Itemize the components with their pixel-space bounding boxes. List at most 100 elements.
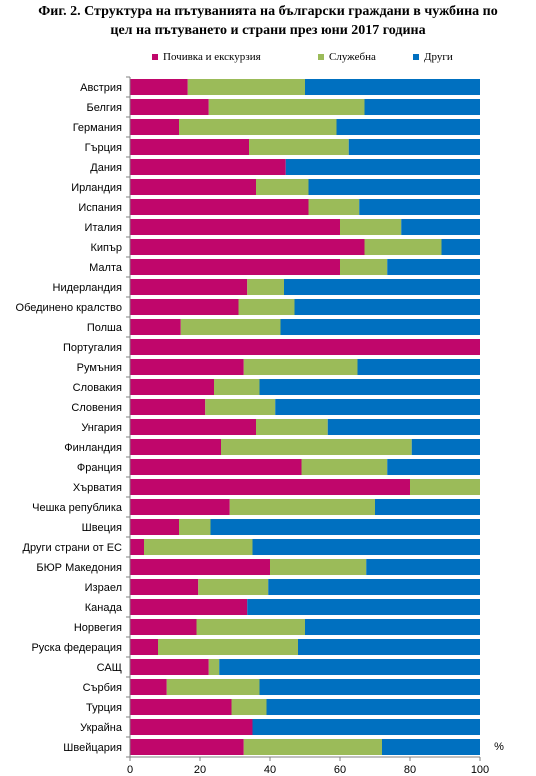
bar-segment-2-17 [205, 399, 276, 415]
category-label: Австрия [80, 82, 122, 94]
category-label: Финландия [64, 442, 122, 454]
bar-segment-3-13 [280, 319, 480, 335]
bar-segment-2-4 [249, 139, 349, 155]
bar-segment-3-4 [348, 139, 480, 155]
category-label: Дания [90, 162, 122, 174]
category-label: Обединено кралство [16, 302, 122, 314]
legend-swatch-other [413, 54, 419, 60]
bar-segment-3-5 [285, 159, 480, 175]
bar-segment-2-8 [340, 219, 402, 235]
bar-segment-1-30 [130, 659, 209, 675]
bar-segment-1-32 [130, 699, 232, 715]
bar-segment-3-20 [387, 459, 480, 475]
bar-segment-2-2 [208, 99, 365, 115]
bar-segment-2-9 [364, 239, 442, 255]
bar-segment-3-1 [305, 79, 480, 95]
bar-segment-1-28 [130, 619, 197, 635]
legend-item-business: Служебна [318, 51, 376, 63]
bar-segment-1-12 [130, 299, 239, 315]
bar-segment-3-34 [382, 739, 480, 755]
bar-segment-2-18 [256, 419, 328, 435]
bar-segment-3-19 [411, 439, 480, 455]
category-label: САЩ [97, 662, 122, 674]
bar-segment-2-22 [229, 499, 375, 515]
category-label: Руска федерация [31, 642, 122, 654]
legend-item-vacation: Почивка и екскурзия [152, 51, 261, 63]
bar-segment-1-20 [130, 459, 302, 475]
x-tick-label: 100 [471, 764, 489, 776]
bar-segment-1-7 [130, 199, 309, 215]
bar-segment-1-33 [130, 719, 253, 735]
bar-segment-1-1 [130, 79, 188, 95]
bar-segment-2-15 [243, 359, 358, 375]
bar-segment-2-24 [144, 539, 253, 555]
category-label: Словакия [73, 382, 122, 394]
bar-segment-2-29 [158, 639, 298, 655]
bar-segment-2-21 [410, 479, 480, 495]
bar-segment-1-18 [130, 419, 256, 435]
bar-segment-1-4 [130, 139, 249, 155]
category-label: Швеция [82, 522, 122, 534]
bar-segment-3-24 [252, 539, 480, 555]
bar-segment-3-17 [275, 399, 480, 415]
x-unit-label: % [494, 741, 504, 753]
x-tick-label: 40 [264, 764, 276, 776]
bar-segment-2-6 [256, 179, 309, 195]
bar-segment-1-10 [130, 259, 340, 275]
x-tick-label: 60 [334, 764, 346, 776]
bar-segment-2-19 [221, 439, 412, 455]
bar-segment-3-30 [219, 659, 480, 675]
chart-title: Фиг. 2. Структура на пътуванията на бълг… [0, 2, 536, 40]
category-label: Румъния [77, 362, 122, 374]
category-label: БЮР Македония [36, 562, 122, 574]
bar-segment-3-29 [298, 639, 480, 655]
chart-title-line-1: Фиг. 2. Структура на пътуванията на бълг… [38, 4, 498, 19]
category-label: Германия [73, 122, 122, 134]
bar-segment-1-8 [130, 219, 340, 235]
bar-segment-2-7 [308, 199, 360, 215]
bar-segment-3-32 [266, 699, 480, 715]
bar-segment-2-23 [179, 519, 211, 535]
bar-segment-3-12 [294, 299, 480, 315]
bar-segment-1-6 [130, 179, 256, 195]
category-label: Испания [78, 202, 122, 214]
bar-segment-2-1 [187, 79, 305, 95]
category-label: Малта [89, 262, 123, 274]
category-label: Гърция [85, 142, 122, 154]
bar-segment-1-29 [130, 639, 158, 655]
bar-segment-3-23 [210, 519, 480, 535]
bar-segment-3-3 [336, 119, 480, 135]
bar-segment-2-26 [198, 579, 269, 595]
bar-segment-1-26 [130, 579, 199, 595]
bar-segment-1-27 [130, 599, 248, 615]
bar-segment-1-3 [130, 119, 179, 135]
category-label: Нидерландия [53, 282, 123, 294]
category-label: Италия [85, 222, 123, 234]
legend-swatch-vacation [152, 54, 158, 60]
bar-segment-1-31 [130, 679, 167, 695]
bar-segment-3-28 [305, 619, 480, 635]
category-label: Франция [77, 462, 122, 474]
bar-segment-1-21 [130, 479, 410, 495]
chart-title-line-2: цел на пътуването и страни през юни 2017… [110, 23, 426, 38]
category-label: Белгия [86, 102, 122, 114]
x-tick-label: 0 [127, 764, 133, 776]
bar-segment-3-18 [327, 419, 480, 435]
legend-label-business: Служебна [329, 51, 376, 63]
bar-segment-2-10 [340, 259, 388, 275]
bar-segment-3-22 [375, 499, 480, 515]
bar-segment-3-6 [308, 179, 480, 195]
category-label: Чешка република [32, 502, 123, 514]
bar-segment-2-12 [238, 299, 295, 315]
bar-segment-3-9 [441, 239, 480, 255]
category-label: Словения [71, 402, 122, 414]
bar-segment-1-19 [130, 439, 221, 455]
bar-segment-1-22 [130, 499, 230, 515]
bar-segment-3-10 [387, 259, 480, 275]
labels-group: Австрия Белгия Германия Гърция Дания Ирландия… [16, 82, 505, 776]
x-tick-label: 80 [404, 764, 416, 776]
legend-label-vacation: Почивка и екскурзия [163, 51, 261, 63]
category-label: Норвегия [74, 622, 122, 634]
legend-swatch-business [318, 54, 324, 60]
